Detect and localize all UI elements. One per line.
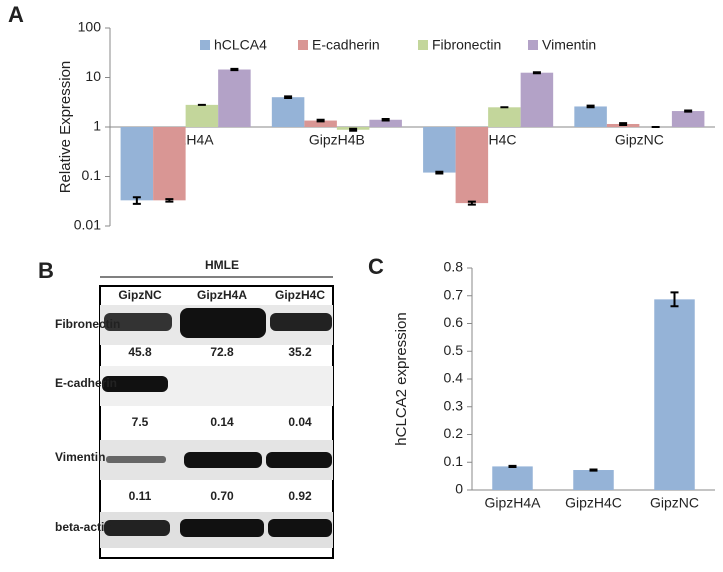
legend-label: Fibronectin [432,37,501,53]
bar [271,97,305,127]
band [266,452,332,468]
band [180,308,266,338]
quantity: 72.8 [210,345,234,359]
y-tick-label: 100 [78,19,102,35]
band [104,313,172,331]
y-tick-label: 10 [85,68,101,84]
error-bar [684,109,693,113]
error-bar [316,118,325,123]
legend-label: hCLCA4 [214,37,267,53]
quantity: 35.2 [288,345,312,359]
y-tick-label: 0.5 [444,342,464,358]
panel-label: C [368,254,384,279]
row-label: beta-actin [55,520,112,534]
error-bar [165,198,174,203]
error-bar [532,71,541,75]
bar [488,107,521,127]
y-tick-label: 0.2 [444,425,464,441]
y-tick-label: 0.3 [444,397,464,413]
blot: HMLE GipzNC GipzH4A GipzH4C Fibronectin … [55,258,334,559]
panel-label: B [38,258,54,283]
error-bar [670,291,679,308]
y-axis-label: Relative Expression [57,61,74,194]
band [106,456,166,463]
lane-label: GipzH4A [197,288,247,302]
error-bar [467,200,476,206]
legend-swatch [418,40,428,50]
bar [574,106,607,127]
error-bar [349,127,358,132]
bar [218,69,251,127]
error-bar [589,468,598,472]
bar [185,104,219,127]
bar [573,470,614,490]
quantity: 0.92 [288,489,312,503]
error-bar [381,118,390,122]
row-label: Vimentin [55,450,105,464]
error-bar [132,196,141,205]
error-bar [619,122,628,126]
legend-swatch [528,40,538,50]
error-bar [284,95,293,100]
legend-swatch [298,40,308,50]
y-axis-label: hCLCA2 expression [393,312,410,445]
y-tick-label: 0.8 [444,259,464,275]
band [180,519,264,537]
bar [369,119,402,127]
row-label: Fibronectin [55,317,120,331]
band [184,452,262,468]
y-tick-label: 0 [455,481,463,497]
bar [520,72,554,127]
quantity: 45.8 [128,345,152,359]
row-label: E-cadherin [55,376,117,390]
bar [492,466,533,490]
lane-label: GipzH4C [275,288,325,302]
y-tick-label: 0.1 [444,453,464,469]
bar [153,127,186,201]
blot-frame [99,285,334,559]
bar [654,299,695,490]
band [270,313,332,331]
quantity: 0.14 [210,415,234,429]
lane-label: GipzNC [118,288,162,302]
y-tick-label: 0.1 [82,167,102,183]
error-bar [435,170,444,175]
error-bar [230,67,239,72]
y-tick-label: 0.01 [74,217,101,233]
blot-header: HMLE [205,258,239,272]
y-tick-label: 0.6 [444,314,464,330]
panel-label: A [8,2,24,27]
x-tick-label: GipzH4A [484,495,541,511]
quantity: 0.11 [129,489,152,503]
x-tick-label: GipzH4C [565,495,622,511]
legend-label: E-cadherin [312,37,380,53]
quantity: 0.70 [210,489,234,503]
x-tick-label: GipzNC [650,495,699,511]
quantity: 7.5 [132,415,149,429]
y-tick-label: 0.7 [444,286,464,302]
x-tick-label: GipzNC [615,132,664,148]
bar [304,120,337,127]
error-bar [586,104,595,109]
band [102,376,168,392]
y-tick-label: 0.4 [444,370,464,386]
y-tick-label: 1 [93,118,101,134]
bar [120,127,154,201]
bar [671,111,705,127]
legend-swatch [200,40,210,50]
x-tick-label: GipzH4B [309,132,365,148]
error-bar [508,464,517,468]
quantity: 0.04 [288,415,312,429]
bar [455,127,489,204]
band [268,519,332,537]
band [104,520,170,536]
bar [423,127,456,173]
legend-label: Vimentin [542,37,596,53]
